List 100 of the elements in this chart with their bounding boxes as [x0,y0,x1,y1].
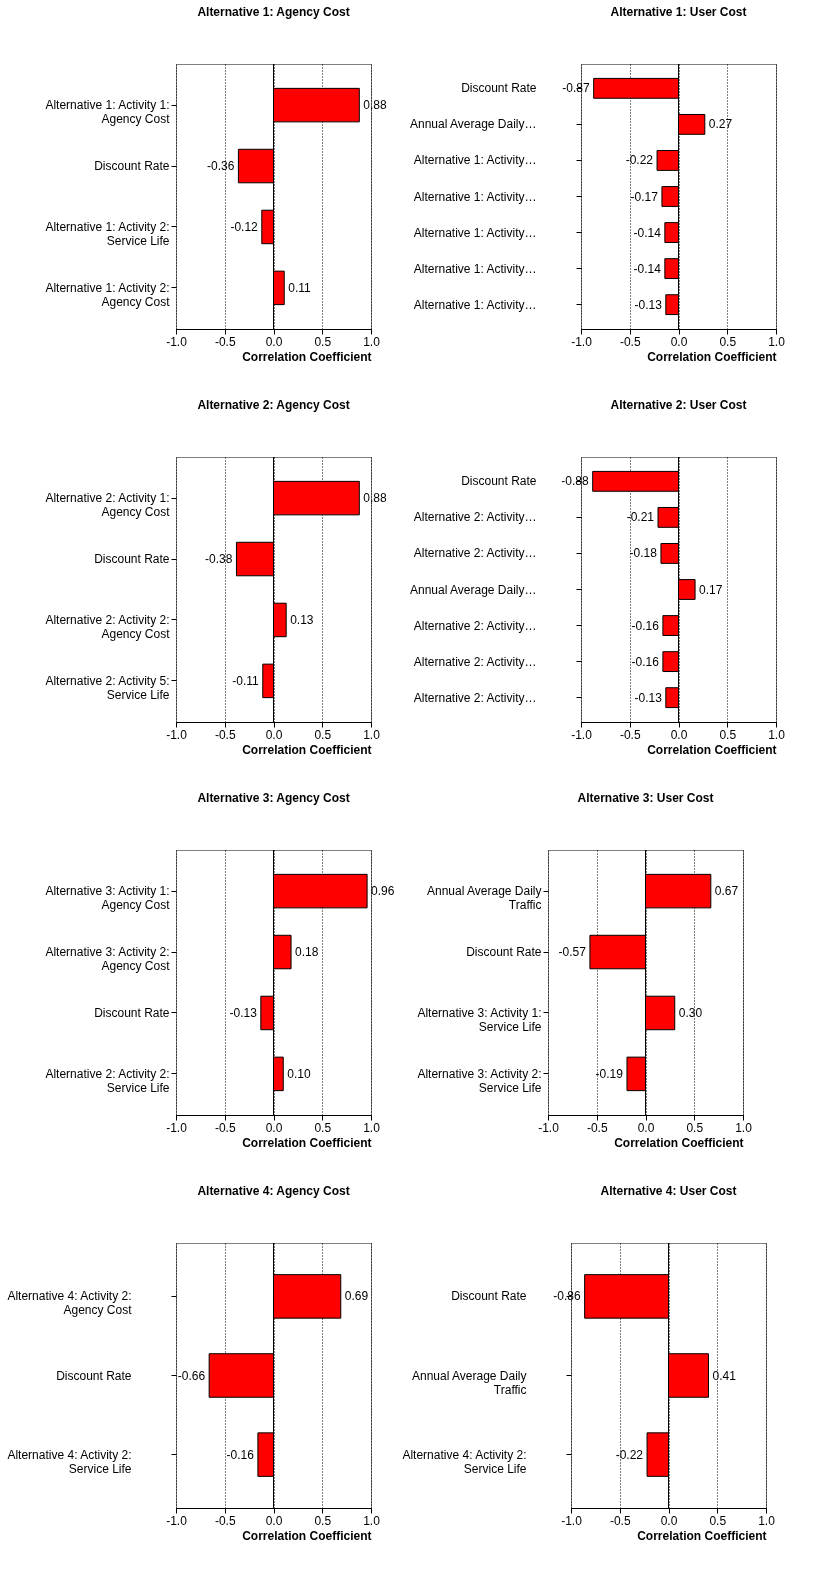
y-tick-label: Alternative 3: Activity 2: Agency Cost [45,945,171,974]
x-tick-label: -0.5 [586,1120,608,1135]
y-tick-label: Alternative 2: Activity… [413,690,537,705]
data-label: -0.66 [177,1368,206,1383]
data-label: 0.67 [714,884,739,899]
x-tick-label: 0.5 [314,334,332,349]
x-axis-title: Correlation Coefficient [647,742,777,757]
x-tick-label: 0.0 [660,1513,678,1528]
x-tick-label: 1.0 [363,1513,381,1528]
y-tick-label: Discount Rate [466,945,542,960]
x-tick-label: -0.5 [214,1513,236,1528]
x-tick-label: -0.5 [609,1513,631,1528]
x-tick-label: 0.0 [265,334,283,349]
data-label: 0.10 [287,1066,311,1081]
data-label: -0.14 [633,225,662,240]
chart-title: Alternative 3: Agency Cost [197,790,350,805]
data-label: 0.13 [290,612,314,627]
x-tick-label: -1.0 [166,1120,188,1135]
x-tick-label: 0.0 [265,1120,283,1135]
data-label: -0.87 [562,81,590,96]
x-tick-label: 0.5 [719,727,737,742]
y-tick-label: Alternative 2: Activity 2: Agency Cost [45,612,171,641]
data-label: -0.21 [626,510,655,525]
x-tick-label: -1.0 [166,334,188,349]
x-axis-title: Correlation Coefficient [614,1135,744,1150]
x-tick-label: -0.5 [214,727,236,742]
chart-title: Alternative 1: User Cost [610,4,747,19]
data-label: -0.22 [625,153,654,168]
x-tick-label: -0.5 [214,334,236,349]
data-label: -0.16 [631,618,660,633]
x-tick-label: 1.0 [758,1513,776,1528]
data-label: -0.17 [630,189,659,204]
x-tick-label: 0.0 [670,334,688,349]
x-tick-label: 0.5 [686,1120,704,1135]
data-label: -0.13 [634,690,663,705]
x-tick-label: 1.0 [768,727,786,742]
data-label: -0.12 [230,219,259,234]
data-label: -0.11 [232,673,260,688]
y-tick-label: Discount Rate [56,1368,132,1383]
y-tick-label: Alternative 1: Activity… [413,153,537,168]
data-label: 0.88 [363,491,387,506]
x-tick-label: 0.0 [265,1513,283,1528]
y-tick-label: Alternative 3: Activity 1: Service Life [417,1005,542,1034]
y-tick-label: Alternative 1: Activity… [413,189,537,204]
y-tick-label: Alternative 3: Activity 2: Service Life [417,1066,542,1095]
x-tick-label: 0.5 [719,334,737,349]
chart-title: Alternative 1: Agency Cost [197,4,350,19]
y-tick-label: Discount Rate [461,81,537,96]
x-tick-label: -1.0 [571,334,593,349]
data-label: 0.18 [295,945,319,960]
y-tick-label: Alternative 2: Activity… [413,654,537,669]
y-tick-label: Annual Average Daily Traffic [411,1368,527,1397]
data-label: -0.16 [226,1447,255,1462]
chart-title: Alternative 2: Agency Cost [197,397,350,412]
y-tick-label: Discount Rate [461,474,537,489]
y-tick-label: Alternative 3: Activity 1: Agency Cost [45,884,171,913]
data-label: 0.17 [699,582,723,597]
data-label: 0.41 [712,1368,737,1383]
x-axis-title: Correlation Coefficient [647,349,777,364]
data-label: -0.14 [633,261,662,276]
y-tick-label: Alternative 1: Activity… [413,261,537,276]
y-tick-label: Alternative 4: Activity 2: Service Life [7,1447,132,1476]
x-tick-label: 0.5 [314,1120,332,1135]
data-label: 0.30 [678,1005,703,1020]
x-tick-label: -1.0 [571,727,593,742]
x-tick-label: 0.0 [670,727,688,742]
y-tick-label: Alternative 1: Activity 2: Service Life [45,219,170,248]
x-tick-label: 1.0 [768,334,786,349]
data-label: -0.19 [595,1066,624,1081]
data-label: -0.13 [229,1005,258,1020]
x-tick-label: 0.5 [709,1513,727,1528]
data-label: -0.57 [558,945,587,960]
data-label: -0.86 [553,1289,581,1304]
y-tick-label: Alternative 2: Activity… [413,546,537,561]
x-tick-label: -0.5 [619,727,641,742]
data-label: -0.38 [205,552,233,567]
x-tick-label: 1.0 [363,334,381,349]
y-tick-label: Alternative 1: Activity 2: Agency Cost [45,280,171,309]
data-label: -0.18 [629,546,658,561]
data-label: 0.11 [288,280,312,295]
x-axis-title: Correlation Coefficient [637,1528,767,1543]
y-tick-label: Discount Rate [94,552,170,567]
x-tick-label: -0.5 [214,1120,236,1135]
x-tick-label: -1.0 [166,1513,188,1528]
x-axis-title: Correlation Coefficient [242,349,372,364]
x-tick-label: 0.0 [265,727,283,742]
y-tick-label: Discount Rate [94,1005,170,1020]
y-tick-label: Discount Rate [94,159,170,174]
y-tick-label: Annual Average Daily… [409,582,537,597]
data-label: -0.36 [207,159,235,174]
y-tick-label: Alternative 1: Activity… [413,297,537,312]
chart-title: Alternative 3: User Cost [577,790,714,805]
data-label: -0.16 [631,654,660,669]
x-axis-title: Correlation Coefficient [242,1528,372,1543]
x-tick-label: 1.0 [363,727,381,742]
y-tick-label: Alternative 4: Activity 2: Service Life [402,1447,527,1476]
y-tick-label: Discount Rate [451,1289,527,1304]
y-tick-label: Alternative 1: Activity… [413,225,537,240]
x-tick-label: -1.0 [561,1513,583,1528]
x-tick-label: 1.0 [735,1120,753,1135]
